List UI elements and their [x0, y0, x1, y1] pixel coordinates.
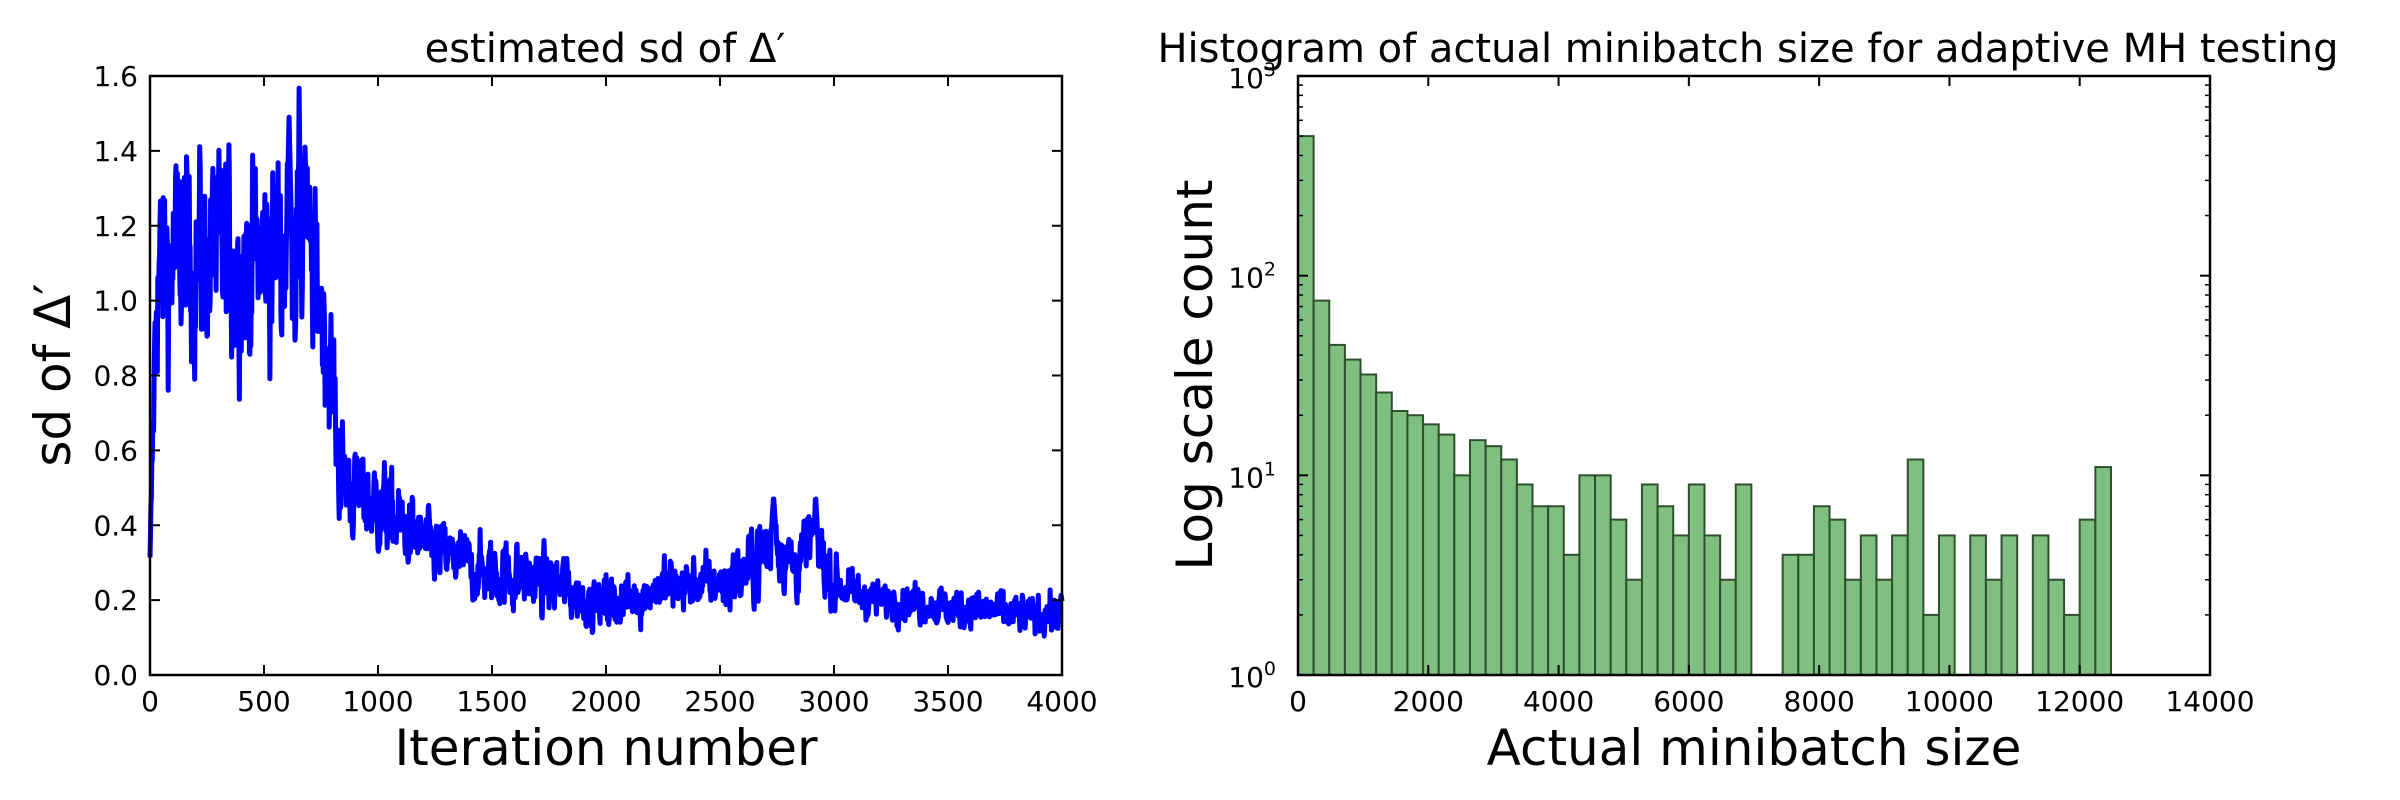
- y-tick-label: 1.4: [93, 135, 138, 168]
- x-tick-label: 4000: [1026, 685, 1097, 718]
- y-tick-label: 0.8: [93, 360, 138, 393]
- histogram-bar: [1406, 414, 1425, 676]
- x-tick-label: 8000: [1784, 685, 1855, 718]
- histogram-bar: [1453, 474, 1471, 676]
- x-tick-label: 2500: [684, 685, 755, 718]
- sd-line-series: [147, 85, 1065, 639]
- histogram-plot-area: 0 2000 4000 6000 8000 10000 12000 14000 1001011…: [1228, 59, 2254, 718]
- x-tick-label: 0: [141, 685, 159, 718]
- y-tick-label: 0.0: [93, 659, 138, 692]
- histogram-panel: Histogram of actual minibatch size for a…: [1157, 26, 2338, 777]
- histogram-bar: [1468, 439, 1487, 677]
- x-tick-label: 0: [1289, 685, 1307, 718]
- histogram-bar: [1984, 578, 2003, 676]
- histogram-bar: [1891, 534, 1909, 676]
- histogram-bar: [1531, 505, 1550, 677]
- histogram-bar: [2047, 578, 2066, 676]
- x-tick-label: 2000: [570, 685, 641, 718]
- histogram-bar: [1625, 578, 1643, 676]
- histogram-bar: [1844, 578, 1862, 676]
- histogram-bar: [1656, 505, 1675, 677]
- histogram-title: Histogram of actual minibatch size for a…: [1157, 26, 2338, 72]
- x-tick-label: 3500: [912, 685, 983, 718]
- histogram-bar: [1328, 343, 1346, 676]
- histogram-bar: [1734, 483, 1753, 676]
- histogram-bar: [1500, 458, 1518, 676]
- histogram-bar: [1422, 423, 1440, 676]
- y-tick-label: 0.2: [93, 584, 138, 617]
- histogram-bar: [1515, 483, 1534, 676]
- line-chart-plot-area: 0 500 1000 1500 2000 2500 3000 3500 4000 0.00.20…: [93, 60, 1097, 718]
- histogram-bar: [1719, 578, 1737, 676]
- line-chart-y-axis-label: sd of Δ′: [24, 283, 82, 466]
- histogram-bar: [1797, 553, 1815, 676]
- histogram-bar: [1687, 483, 1706, 676]
- x-tick-label: 2000: [1393, 685, 1464, 718]
- x-tick-label: 3000: [798, 685, 869, 718]
- y-tick-label: 101: [1228, 458, 1276, 494]
- histogram-bar: [1343, 358, 1362, 676]
- histogram-bar: [1609, 518, 1628, 676]
- histogram-bar: [1781, 553, 1800, 676]
- histogram-bar: [1594, 474, 1612, 676]
- histogram-bar: [1359, 373, 1378, 676]
- x-tick-label: 10000: [1905, 685, 1994, 718]
- line-chart-title: estimated sd of Δ′: [425, 26, 786, 72]
- histogram-bar: [1938, 534, 1956, 676]
- histogram-bar: [2063, 613, 2081, 677]
- y-tick-label: 1.6: [93, 60, 138, 93]
- histogram-bar: [1375, 391, 1393, 676]
- histogram-bar: [1640, 483, 1659, 676]
- histogram-bar: [1875, 578, 1894, 676]
- histogram-bar: [1578, 474, 1597, 676]
- histogram-bar: [2094, 466, 2112, 676]
- histogram-bar: [1437, 433, 1456, 676]
- x-tick-label: 1500: [456, 685, 527, 718]
- histogram-bar: [1312, 299, 1331, 676]
- y-tick-label: 0.4: [93, 509, 138, 542]
- histogram-bar: [1812, 505, 1831, 677]
- x-tick-label: 14000: [2165, 685, 2254, 718]
- line-chart-x-axis-label: Iteration number: [394, 719, 818, 777]
- line-chart-x-ticks: 0 500 1000 1500 2000 2500 3000 3500 4000: [141, 76, 1098, 718]
- y-tick-label: 1.2: [93, 210, 138, 243]
- histogram-bar: [2031, 534, 2050, 676]
- line-chart-y-ticks: 0.0 0.2 0.4 0.6 0.8 1.0 1.2 1.4 1.6: [93, 60, 1062, 692]
- histogram-bar: [1672, 534, 1690, 676]
- histogram-bar: [1922, 613, 1940, 677]
- x-tick-label: 6000: [1653, 685, 1724, 718]
- histogram-x-axis-label: Actual minibatch size: [1487, 719, 2022, 777]
- histogram-bar: [1906, 458, 1925, 676]
- line-chart-panel: estimated sd of Δ′ 0 500 1000 1500 2000 2500 3…: [24, 26, 1098, 777]
- histogram-bar: [1562, 553, 1581, 676]
- histogram-bar: [1828, 518, 1847, 676]
- histogram-y-axis-label: Log scale count: [1166, 180, 1224, 571]
- x-tick-label: 4000: [1523, 685, 1594, 718]
- histogram-bar: [1297, 135, 1315, 677]
- y-tick-label: 0.6: [93, 434, 138, 467]
- histogram-bar: [1390, 410, 1409, 676]
- histogram-bar: [1969, 534, 1987, 676]
- histogram-bar: [1484, 445, 1503, 676]
- line-series-group: [147, 85, 1065, 639]
- y-tick-label: 1.0: [93, 285, 138, 318]
- histogram-bar: [2078, 518, 2097, 676]
- x-tick-label: 1000: [342, 685, 413, 718]
- histogram-bar: [1547, 505, 1565, 677]
- histogram-x-ticks: 0 2000 4000 6000 8000 10000 12000 14000: [1289, 76, 2255, 718]
- histogram-bar: [1859, 534, 1878, 676]
- x-tick-label: 500: [237, 685, 290, 718]
- histogram-frame: [1296, 74, 2212, 677]
- histogram-bar: [1703, 534, 1722, 676]
- histogram-bar: [2000, 534, 2019, 676]
- x-tick-label: 12000: [2035, 685, 2124, 718]
